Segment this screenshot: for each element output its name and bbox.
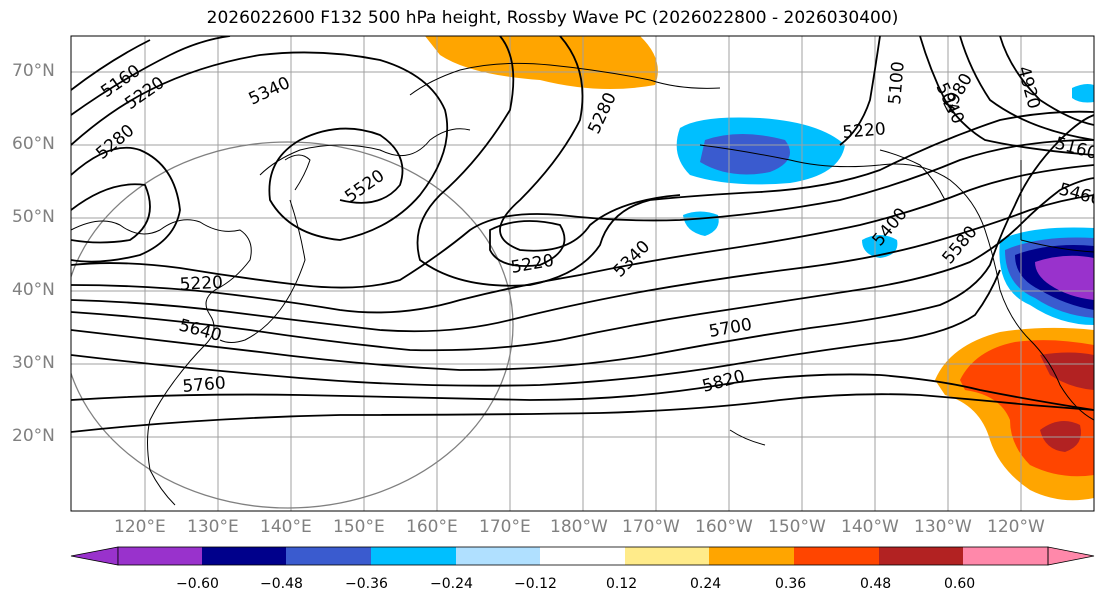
contour-label: 5640 (177, 316, 224, 347)
height-contours (71, 36, 1094, 433)
contour-label: 5100 (885, 61, 909, 106)
colorbar-tick: −0.48 (260, 576, 303, 592)
anomaly-shading (425, 36, 1094, 501)
lon-label: 170°E (479, 517, 531, 537)
contour-label: 5160 (1053, 134, 1100, 165)
contour-label: 5820 (700, 366, 747, 397)
lat-label: 20°N (12, 426, 55, 446)
colorbar-extend-left (70, 546, 119, 566)
colorbar-tick: −0.60 (176, 576, 219, 592)
map-title: 2026022600 F132 500 hPa height, Rossby W… (206, 8, 899, 28)
lon-label: 120°E (114, 517, 166, 537)
lon-label: 150°E (333, 517, 385, 537)
colorbar-tick: −0.36 (345, 576, 388, 592)
lon-label: 180°W (550, 517, 608, 537)
contour-label: 5340 (246, 73, 294, 109)
contour-label: 5220 (842, 119, 887, 143)
lon-label: 160°E (406, 517, 458, 537)
contour-label: 5280 (584, 89, 620, 137)
colorbar-tick: −0.24 (430, 576, 473, 592)
lon-label: 140°W (841, 517, 899, 537)
colorbar-extend-right (1047, 546, 1095, 566)
lat-label: 70°N (12, 61, 55, 81)
contour-label: 5340 (609, 237, 654, 282)
colorbar-tick: 0.36 (775, 576, 807, 592)
range-circle (71, 141, 514, 509)
negative-anomaly-small-2 (862, 235, 898, 258)
contour-label: 5520 (341, 166, 388, 207)
contour-label: 5460 (1057, 180, 1104, 211)
lon-label: 130°E (187, 517, 239, 537)
positive-anomaly-arctic (425, 36, 658, 89)
lat-label: 50°N (12, 207, 55, 227)
lat-label: 60°N (12, 134, 55, 154)
contour-label: 4920 (1013, 64, 1044, 111)
coastlines (71, 62, 1094, 506)
lon-label: 170°W (622, 517, 680, 537)
contour-labels: 5160 5220 5280 5340 5520 5220 5280 5220 … (92, 61, 1104, 397)
lat-label: 40°N (12, 280, 55, 300)
colorbar (70, 546, 1095, 566)
negative-anomaly-arctic-east (1072, 84, 1094, 103)
map-area: 5160 5220 5280 5340 5520 5220 5280 5220 … (71, 36, 1104, 511)
colorbar-tick: 0.48 (860, 576, 892, 592)
contour-label: 5760 (182, 373, 227, 397)
lat-label: 30°N (12, 353, 55, 373)
lon-label: 120°W (987, 517, 1045, 537)
lon-label: 160°W (695, 517, 753, 537)
contour-label: 5220 (509, 251, 555, 278)
colorbar-tick: −0.12 (514, 576, 557, 592)
colorbar-tick: 0.12 (606, 576, 638, 592)
contour-label: 5220 (179, 273, 223, 295)
contour-label: 5280 (92, 121, 138, 164)
lon-label: 140°E (260, 517, 312, 537)
map-frame (70, 35, 1095, 512)
lon-label: 150°W (768, 517, 826, 537)
lon-label: 130°W (914, 517, 972, 537)
colorbar-tick: 0.60 (944, 576, 976, 592)
colorbar-tick: 0.24 (690, 576, 722, 592)
negative-anomaly-small-1 (683, 211, 719, 236)
